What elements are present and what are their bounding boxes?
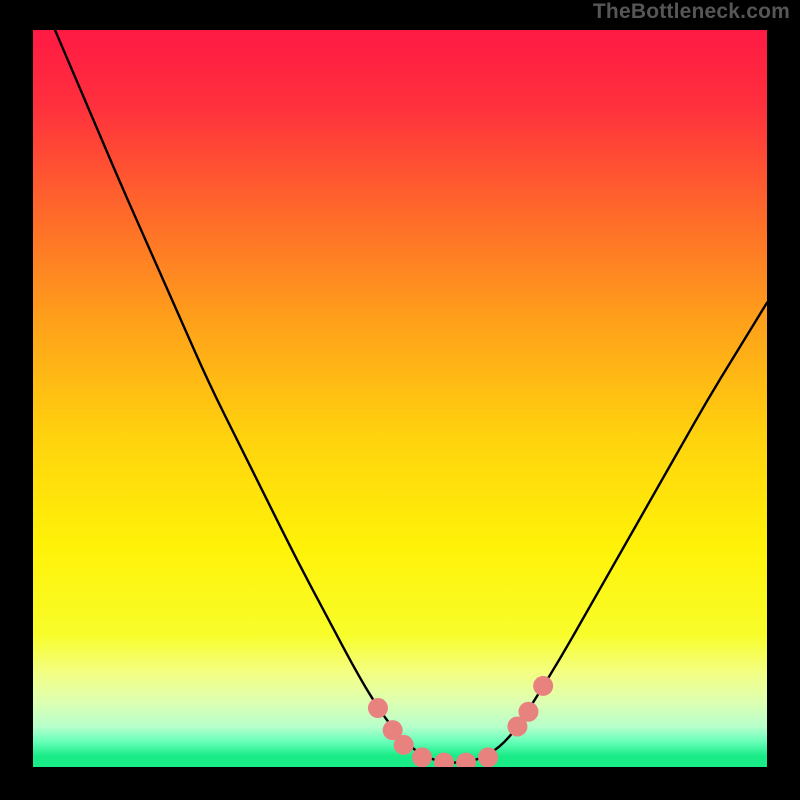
chart-background-gradient [33,30,767,767]
bottleneck-curve-chart [33,30,767,767]
curve-marker [533,676,553,696]
curve-marker [394,735,414,755]
chart-plot-area [33,30,767,767]
curve-marker [518,702,538,722]
watermark-text: TheBottleneck.com [593,0,790,24]
curve-marker [478,747,498,767]
chart-stage: TheBottleneck.com [0,0,800,800]
curve-marker [412,747,432,767]
curve-marker [368,698,388,718]
